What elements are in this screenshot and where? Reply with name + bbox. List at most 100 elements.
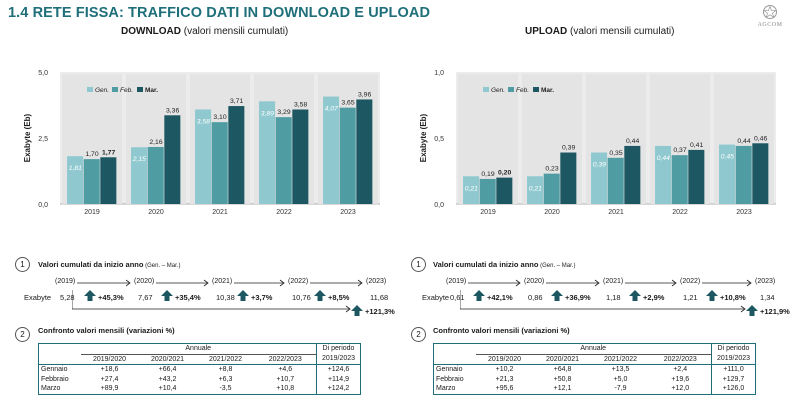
bar-feb (211, 122, 228, 204)
arrow-up-icon (84, 290, 96, 301)
upload-monthly-heading: Confronto valori mensili (variazioni %) (433, 326, 570, 335)
arrow-right-icon (234, 279, 285, 287)
download-variation-table: Annuale Di periodo 2019/2020 2020/2021 2… (38, 343, 361, 395)
data-label: 3,58 (294, 101, 307, 108)
data-label: 0,35 (609, 150, 622, 157)
download-bar-chart: 0,0 2,5 5,0 Exabyte (Eb) 1,811,70 1,77 2019 2,1… (23, 70, 380, 216)
table-group-header: Di periodo (711, 343, 756, 355)
legend-label: Mar. (541, 87, 554, 94)
data-label: 0,19 (481, 171, 494, 178)
legend-swatch (508, 87, 514, 92)
upload-title-rest: (valori mensili cumulati) (567, 26, 675, 37)
x-tick-label: 2020 (148, 209, 164, 216)
cumulative-change: +8,5% (328, 293, 350, 302)
x-tick-label: 2019 (480, 209, 496, 216)
data-label: 0,39 (593, 162, 606, 169)
download-title-rest: (valori mensili cumulati) (181, 26, 289, 37)
legend-label: Mar. (145, 87, 158, 94)
cumulative-value: 0,86 (528, 293, 543, 302)
y-axis-label: Exabyte (Eb) (419, 113, 428, 162)
bar-feb (479, 178, 496, 204)
bar-feb (339, 107, 356, 204)
table-row: Gennaio +18,6 +66,4 +8,8 +4,6 +124,6 (38, 364, 361, 375)
arrow-up-icon (314, 290, 326, 301)
data-label: 0,23 (545, 166, 558, 173)
bar-feb (83, 159, 100, 204)
legend-label: Feb. (120, 87, 133, 94)
arrow-up-icon (237, 290, 249, 301)
cumulative-value: 7,67 (138, 293, 153, 302)
table-col-header: 2021/2022 (208, 355, 243, 363)
data-label: 0,46 (754, 135, 767, 142)
legend-swatch (533, 87, 539, 92)
table-col-header: 2021/2022 (603, 355, 638, 363)
bar-gen (655, 145, 672, 204)
data-label: 0,39 (562, 145, 575, 152)
logo-text: AGCOM (757, 22, 783, 28)
bar-gen (719, 144, 736, 204)
cumulative-change: +3,7% (251, 293, 273, 302)
y-tick-label: 0,0 (434, 202, 444, 209)
legend-label: Gen. (95, 87, 109, 94)
page-title: 1.4 RETE FISSA: TRAFFICO DATI IN DOWNLOA… (8, 5, 431, 21)
legend-swatch (137, 87, 143, 92)
x-tick-label: 2023 (736, 209, 752, 216)
table-group-header: Annuale (475, 343, 712, 355)
cumulative-value: 11,68 (370, 293, 389, 302)
download-title-bold: DOWNLOAD (121, 26, 181, 37)
data-label: 0,41 (690, 142, 703, 149)
table-col-header: 2019/2023 (316, 354, 361, 365)
bar-gen (259, 101, 276, 204)
bar-feb (543, 173, 560, 204)
cumulative-value: 1,21 (683, 293, 698, 302)
y-tick-label: 0,5 (434, 136, 444, 143)
cumulative-year: (2023) (755, 278, 776, 285)
legend-label: Feb. (516, 87, 529, 94)
bar-mar (292, 109, 309, 204)
data-label: 3,65 (341, 100, 354, 107)
bar-mar (496, 177, 513, 204)
data-label: 3,36 (166, 107, 179, 114)
bar-mar (560, 152, 577, 204)
cumulative-value: 10,76 (292, 293, 311, 302)
cumulative-change: +10,8% (720, 293, 746, 302)
arrow-up-icon (551, 290, 563, 301)
cumulative-year: (2019) (446, 278, 467, 285)
cumulative-value: 1,18 (606, 293, 621, 302)
cumulative-change: +36,9% (565, 293, 591, 302)
data-label: 3,10 (213, 114, 226, 121)
table-col-header: 2019/2023 (711, 354, 756, 365)
table-col-header: 2020/2021 (150, 355, 185, 363)
cumulative-row-label: Exabyte (24, 293, 52, 302)
cumulative-change: +2,9% (643, 293, 665, 302)
table-col-header: 2019/2020 (92, 355, 127, 363)
arrow-right-icon (468, 279, 521, 287)
arrow-up-icon (161, 290, 173, 301)
cumulative-year: (2020) (524, 278, 545, 285)
upload-variation-table: Annuale Di periodo 2019/2020 2020/2021 2… (433, 343, 756, 395)
bar-gen (195, 109, 212, 204)
data-label: 3,58 (197, 118, 210, 125)
table-row: Gennaio +10,2 +64,8 +13,5 +2,4 +111,0 (433, 364, 756, 375)
arrow-up-icon (746, 305, 758, 316)
data-label: 1,77 (102, 149, 115, 156)
legend-swatch (87, 87, 93, 92)
data-label: 1,81 (69, 165, 82, 172)
download-section2-number: 2 (15, 327, 30, 342)
cumulative-value: 5,28 (60, 293, 75, 302)
data-label: 3,89 (261, 110, 274, 117)
arrow-right-icon (156, 279, 209, 287)
data-label: 0,20 (498, 170, 511, 177)
table-col-header: 2019/2020 (487, 355, 522, 363)
x-tick-label: 2021 (608, 209, 624, 216)
arrow-right-icon (702, 279, 752, 287)
bar-mar (688, 149, 705, 204)
upload-panel-title: UPLOAD (valori mensili cumulati) (525, 26, 674, 37)
total-bracket (460, 290, 746, 313)
cumulative-year: (2021) (603, 278, 624, 285)
upload-section2-number: 2 (411, 327, 426, 342)
data-label: 0,44 (626, 138, 639, 145)
table-row: Marzo +95,6 +12,1 -7,9 +12,0 +126,0 (433, 384, 756, 395)
download-panel-title: DOWNLOAD (valori mensili cumulati) (121, 26, 288, 37)
